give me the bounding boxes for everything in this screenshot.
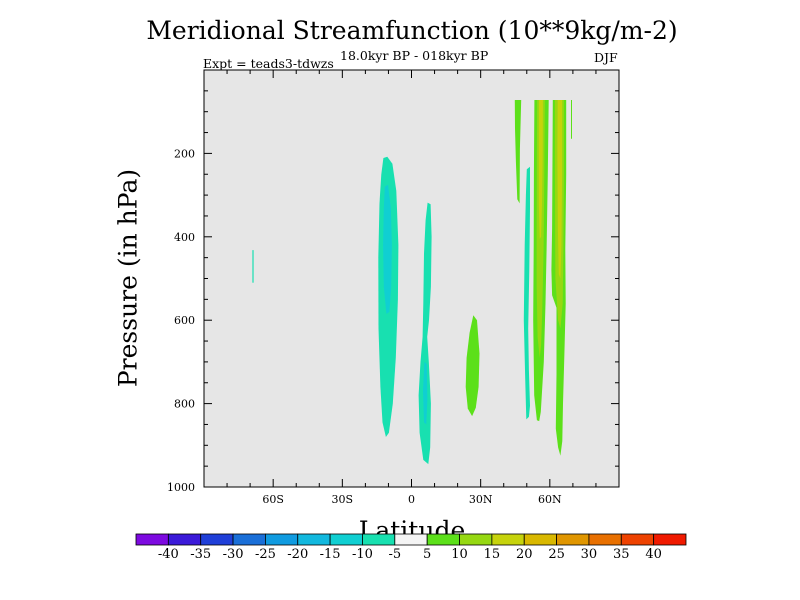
contour-sh-sliver [252,250,254,283]
contour-45n-positive-upper [514,100,522,204]
colorbar-label: 35 [613,547,630,562]
colorbar-box [620,533,655,546]
colorbar-box [167,533,202,546]
colorbar-box [265,533,299,546]
colorbar-label: 10 [451,547,468,562]
season-label: DJF [594,50,618,65]
colorbar-label: -20 [287,547,308,562]
colorbar-box [232,533,266,546]
colorbar-box [459,533,493,546]
colorbar-label: -15 [320,547,341,562]
colorbar-box [297,533,331,546]
colorbar-label: -25 [255,547,276,562]
experiment-label: Expt = teads3-tdwzs [203,56,334,71]
contour-regions [252,100,572,465]
colorbar-box [135,533,169,546]
colorbar-label: -35 [190,547,211,562]
colorbar: -40 -35 -30 -25 -20 -15 -10 -5 5 10 15 20 25 30 35 40 [135,533,687,562]
colorbar-box [556,533,590,546]
colorbar-box [329,533,363,546]
contour-70n-sliver [571,100,572,139]
colorbar-label: 5 [423,547,431,562]
y-tick-label: 600 [174,314,195,327]
colorbar-box [394,533,428,546]
colorbar-box [200,533,234,546]
colorbar-box [362,533,396,546]
y-tick-label: 200 [174,147,195,160]
x-tick-label: 0 [408,493,415,506]
y-tick-label: 1000 [167,481,195,494]
colorbar-label: 30 [581,547,598,562]
colorbar-label: -30 [223,547,244,562]
colorbar-label: -40 [158,547,179,562]
contour-equatorial-negative [418,202,432,465]
colorbar-box [588,533,622,546]
contour-55n-positive-peak [538,100,543,239]
y-tick-label: 800 [174,398,195,411]
x-tick-label: 30S [332,493,354,506]
x-tick-label: 60N [538,493,562,506]
colorbar-label: -10 [352,547,373,562]
contour-sh-negative-core [383,184,392,314]
contour-50n-negative [523,166,530,420]
x-tick-label: 60S [262,493,284,506]
contour-30n-positive [465,315,480,417]
contour-65n-positive-peak [557,100,563,279]
plot-frame [203,69,620,488]
x-tick-label: 30N [469,493,493,506]
colorbar-label: -5 [388,547,401,562]
contour-equatorial-negative-core [423,361,428,425]
chart-title: Meridional Streamfunction (10**9kg/m-2) [146,16,678,45]
y-tick-label: 400 [174,231,195,244]
colorbar-label: 40 [645,547,662,562]
colorbar-label: 25 [548,547,565,562]
colorbar-box [523,533,557,546]
chart-subtitle: 18.0kyr BP - 018kyr BP [340,48,489,63]
colorbar-label: 20 [516,547,533,562]
plot-area [204,70,619,487]
colorbar-label: 15 [484,547,501,562]
colorbar-box [653,533,687,546]
colorbar-box [491,533,525,546]
colorbar-box [426,533,460,546]
